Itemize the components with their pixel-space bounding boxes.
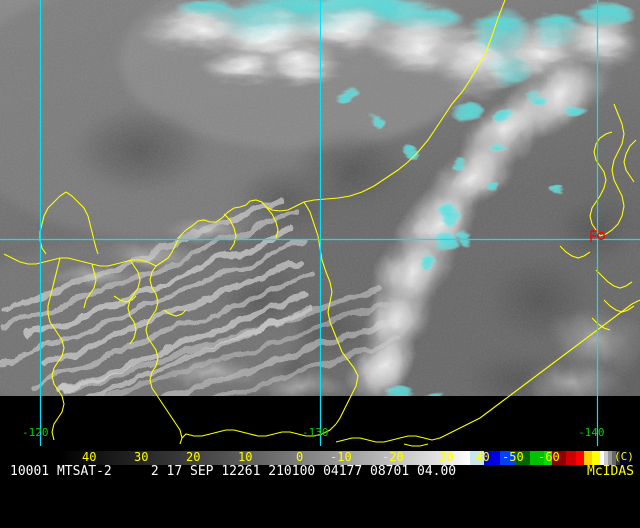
status-bar-text: 10001 MTSAT-2 2 17 SEP 12261 210100 0417… bbox=[10, 464, 457, 479]
satellite-image-panel[interactable] bbox=[0, 0, 640, 396]
enh-tick-neg30: -30 bbox=[432, 450, 454, 464]
gridline-label-120: -120 bbox=[22, 426, 49, 439]
enh-tick-neg60: -60 bbox=[538, 450, 560, 464]
enh-tick-neg40: -40 bbox=[468, 450, 490, 464]
enh-tick-neg50: -50 bbox=[502, 450, 524, 464]
mcidas-brand-label: McIDAS bbox=[587, 464, 634, 479]
enh-tick-20: 20 bbox=[186, 450, 201, 464]
enh-tick-40: 40 bbox=[82, 450, 97, 464]
enhancement-tail-ramp bbox=[600, 450, 630, 465]
gridline-label-130: -130 bbox=[302, 426, 329, 439]
grayscale-ramp bbox=[60, 450, 470, 465]
enh-tick-30: 30 bbox=[134, 450, 149, 464]
infrared-satellite-raster bbox=[0, 0, 640, 396]
enh-tick-0: 0 bbox=[296, 450, 304, 464]
enhancement-unit-label: (C) bbox=[614, 450, 634, 463]
mcidas-image-window: -120 -130 -140 bbox=[0, 0, 640, 480]
enh-tick-neg20: -20 bbox=[382, 450, 404, 464]
color-ramp bbox=[470, 450, 600, 465]
gridline-label-140: -140 bbox=[578, 426, 605, 439]
status-bar: 10001 MTSAT-2 2 17 SEP 12261 210100 0417… bbox=[0, 464, 640, 480]
enhancement-color-bar[interactable]: 40 30 20 10 0 -10 -20 -30 -40 -50 -60 (C… bbox=[0, 450, 640, 465]
enh-tick-neg10: -10 bbox=[330, 450, 352, 464]
enh-tick-10: 10 bbox=[238, 450, 253, 464]
